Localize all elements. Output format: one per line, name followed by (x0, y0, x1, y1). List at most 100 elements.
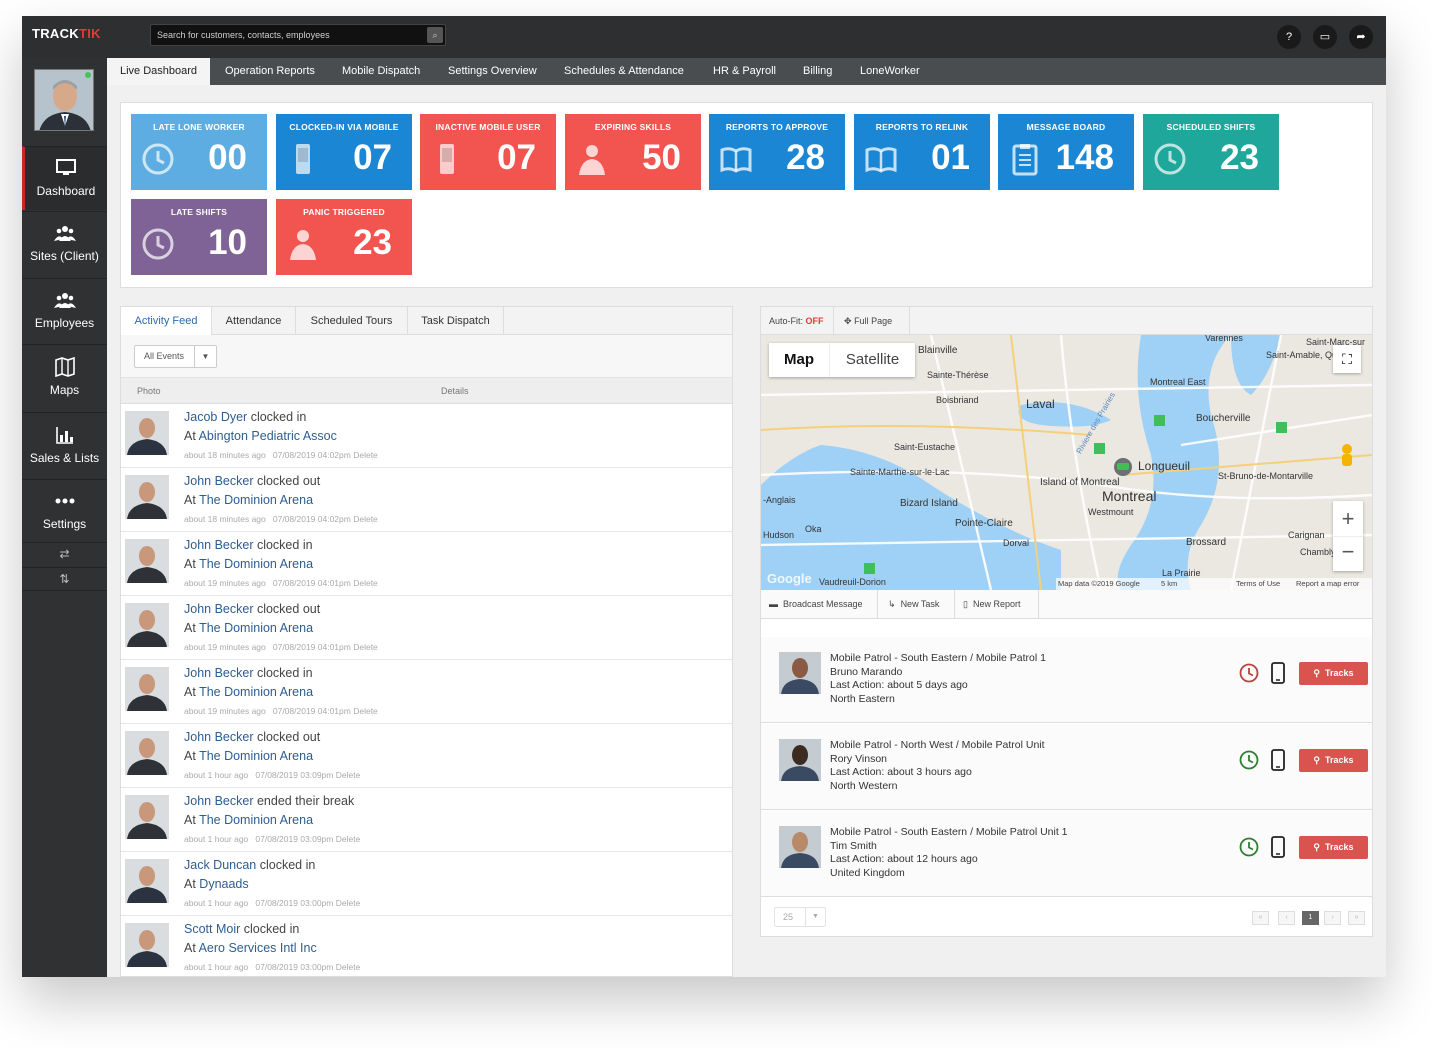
tracks-button[interactable]: ⚲ Tracks (1299, 836, 1368, 859)
clock-icon[interactable] (1239, 663, 1259, 683)
tab-scheduled-tours[interactable]: Scheduled Tours (296, 307, 408, 335)
zoom-out-button[interactable]: − (1333, 536, 1363, 571)
delete-link[interactable]: Delete (353, 514, 378, 524)
employee-link[interactable]: John Becker (184, 794, 254, 808)
employee-link[interactable]: John Becker (184, 474, 254, 488)
employee-link[interactable]: John Becker (184, 602, 254, 616)
tile-late-lone-worker[interactable]: LATE LONE WORKER 00 (131, 114, 267, 190)
tab-settings-overview[interactable]: Settings Overview (448, 65, 537, 77)
delete-link[interactable]: Delete (353, 578, 378, 588)
site-link[interactable]: The Dominion Arena (199, 685, 314, 699)
tab-satellite[interactable]: Satellite (829, 343, 915, 377)
autofit-toggle[interactable]: Auto-Fit: OFF (761, 307, 834, 335)
tile-late-shifts[interactable]: LATE SHIFTS 10 (131, 199, 267, 275)
new-task-button[interactable]: ↳ New Task (878, 590, 955, 618)
report-map-error-link[interactable]: Report a map error (1296, 579, 1360, 588)
employee-link[interactable]: Jack Duncan (184, 858, 257, 872)
new-report-button[interactable]: ▯ New Report (955, 590, 1039, 618)
broadcast-message-button[interactable]: ▬ Broadcast Message (761, 590, 878, 618)
employee-link[interactable]: John Becker (184, 730, 254, 744)
employee-link[interactable]: John Becker (184, 666, 254, 680)
sidebar-item-employees[interactable]: Employees (22, 278, 107, 343)
tile-reports-to-approve[interactable]: REPORTS TO APPROVE 28 (709, 114, 845, 190)
tab-live-dashboard[interactable]: Live Dashboard (107, 58, 211, 85)
delete-link[interactable]: Delete (353, 450, 378, 460)
avatar[interactable] (125, 667, 169, 711)
sidebar-item-maps[interactable]: Maps (22, 344, 107, 411)
avatar[interactable] (125, 539, 169, 583)
mobile-icon[interactable] (1271, 749, 1285, 771)
clock-icon[interactable] (1239, 837, 1259, 857)
delete-link[interactable]: Delete (335, 898, 361, 908)
delete-link[interactable]: Delete (335, 962, 361, 972)
event-filter-dropdown[interactable]: All Events ▼ (134, 345, 217, 368)
tab-billing[interactable]: Billing (803, 65, 833, 77)
tile-panic-triggered[interactable]: PANIC TRIGGERED 23 (276, 199, 412, 275)
swap-icon[interactable]: ⇄ (22, 542, 107, 566)
map-view[interactable]: Blainville Sainte-Thérèse Boisbriand Laval S… (761, 335, 1372, 590)
avatar[interactable] (125, 603, 169, 647)
avatar[interactable] (125, 731, 169, 775)
page-size-select[interactable]: 25 ▼ (774, 907, 826, 927)
avatar[interactable] (125, 923, 169, 967)
delete-link[interactable]: Delete (335, 770, 361, 780)
sidebar-item-dashboard[interactable]: Dashboard (22, 146, 107, 210)
site-link[interactable]: The Dominion Arena (199, 749, 314, 763)
tab-loneworker[interactable]: LoneWorker (860, 65, 920, 77)
avatar[interactable] (125, 475, 169, 519)
prev-page-button[interactable]: ‹ (1278, 911, 1295, 925)
avatar[interactable] (125, 411, 169, 455)
page-1-button[interactable]: 1 (1302, 911, 1319, 925)
mobile-icon[interactable] (1271, 836, 1285, 858)
next-page-button[interactable]: › (1324, 911, 1341, 925)
tile-inactive-mobile-user[interactable]: INACTIVE MOBILE USER 07 (420, 114, 556, 190)
full-page-button[interactable]: ✥ Full Page (834, 307, 910, 335)
employee-link[interactable]: Scott Moir (184, 922, 241, 936)
zoom-in-button[interactable]: + (1341, 506, 1355, 531)
site-link[interactable]: The Dominion Arena (199, 493, 314, 507)
avatar[interactable] (779, 739, 821, 781)
site-link[interactable]: Dynaads (199, 877, 249, 891)
avatar[interactable] (34, 69, 94, 131)
fullscreen-icon[interactable]: ⛶ (1333, 345, 1361, 373)
site-link[interactable]: Aero Services Intl Inc (198, 941, 317, 955)
delete-link[interactable]: Delete (335, 834, 361, 844)
first-page-button[interactable]: « (1252, 911, 1269, 925)
sidebar-item-settings[interactable]: Settings (22, 479, 107, 541)
monitor-icon[interactable]: ▭ (1313, 25, 1337, 49)
tile-expiring-skills[interactable]: EXPIRING SKILLS 50 (565, 114, 701, 190)
site-link[interactable]: Abington Pediatric Assoc (198, 429, 337, 443)
avatar[interactable] (125, 795, 169, 839)
tab-operation-reports[interactable]: Operation Reports (225, 65, 315, 77)
sidebar-item-sales-lists[interactable]: Sales & Lists (22, 412, 107, 478)
employee-link[interactable]: Jacob Dyer (184, 410, 248, 424)
tile-reports-to-relink[interactable]: REPORTS TO RELINK 01 (854, 114, 990, 190)
tab-mobile-dispatch[interactable]: Mobile Dispatch (342, 65, 421, 77)
site-link[interactable]: The Dominion Arena (199, 621, 314, 635)
avatar[interactable] (779, 826, 821, 868)
delete-link[interactable]: Delete (353, 706, 378, 716)
mobile-icon[interactable] (1271, 662, 1285, 684)
tile-scheduled-shifts[interactable]: SCHEDULED SHIFTS 23 (1143, 114, 1279, 190)
tile-message-board[interactable]: MESSAGE BOARD 148 (998, 114, 1134, 190)
site-link[interactable]: The Dominion Arena (199, 557, 314, 571)
avatar[interactable] (125, 859, 169, 903)
tile-clocked-in-via-mobile[interactable]: CLOCKED-IN VIA MOBILE 07 (276, 114, 412, 190)
app-logo[interactable]: TRACKTIK (32, 26, 101, 41)
terms-link[interactable]: Terms of Use (1236, 579, 1281, 588)
tracks-button[interactable]: ⚲ Tracks (1299, 749, 1368, 772)
sort-icon[interactable]: ⇅ (22, 567, 107, 591)
tab-attendance[interactable]: Attendance (212, 307, 296, 335)
tab-schedules-attendance[interactable]: Schedules & Attendance (564, 65, 684, 77)
share-icon[interactable]: ➦ (1349, 25, 1373, 49)
help-icon[interactable]: ? (1277, 25, 1301, 49)
street-view-icon[interactable] (1337, 443, 1357, 471)
employee-link[interactable]: John Becker (184, 538, 254, 552)
sidebar-item-sites[interactable]: Sites (Client) (22, 211, 107, 277)
tab-hr-payroll[interactable]: HR & Payroll (713, 65, 776, 77)
site-link[interactable]: The Dominion Arena (199, 813, 314, 827)
delete-link[interactable]: Delete (353, 642, 378, 652)
search-icon[interactable]: ⌕ (427, 27, 443, 43)
tab-task-dispatch[interactable]: Task Dispatch (408, 307, 504, 335)
tab-map[interactable]: Map (784, 351, 814, 368)
